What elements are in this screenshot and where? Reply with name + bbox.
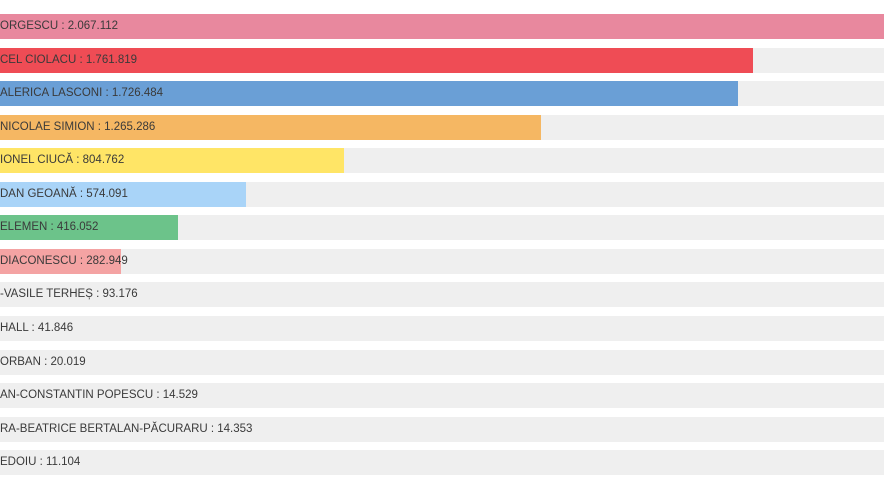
bar-track: ORBAN : 20.019 (0, 350, 884, 375)
bar (0, 215, 178, 240)
bar-label: ELEMEN : 416.052 (0, 221, 99, 233)
bar-track: DAN GEOANĂ : 574.091 (0, 182, 884, 207)
bar-track: DIACONESCU : 282.949 (0, 249, 884, 274)
bar (0, 148, 345, 173)
bar-label: ALERICA LASCONI : 1.726.484 (0, 87, 164, 99)
bar-label: IONEL CIUCĂ : 804.762 (0, 154, 125, 166)
bar-label: CEL CIOLACU : 1.761.819 (0, 54, 138, 66)
bar-track: -VASILE TERHEȘ : 93.176 (0, 282, 884, 307)
bar-label: ORBAN : 20.019 (0, 356, 86, 368)
bar (0, 115, 542, 140)
bar-track: CEL CIOLACU : 1.761.819 (0, 48, 884, 73)
bar-label: NICOLAE SIMION : 1.265.286 (0, 121, 156, 133)
bar-label: DIACONESCU : 282.949 (0, 255, 128, 267)
bar (0, 14, 884, 39)
bar-label: EDOIU : 11.104 (0, 456, 81, 468)
bar-label: HALL : 41.846 (0, 322, 74, 334)
bar-label: AN-CONSTANTIN POPESCU : 14.529 (0, 389, 198, 401)
bar (0, 249, 121, 274)
bar-track: HALL : 41.846 (0, 316, 884, 341)
bar-label: ORGESCU : 2.067.112 (0, 20, 119, 32)
bar-track: AN-CONSTANTIN POPESCU : 14.529 (0, 383, 884, 408)
bar-track: ORGESCU : 2.067.112 (0, 14, 884, 39)
bar-label: DAN GEOANĂ : 574.091 (0, 188, 128, 200)
bar (0, 182, 246, 207)
bar-track: NICOLAE SIMION : 1.265.286 (0, 115, 884, 140)
bar-track: IONEL CIUCĂ : 804.762 (0, 148, 884, 173)
bar-label: -VASILE TERHEȘ : 93.176 (0, 288, 138, 300)
bar (0, 81, 739, 106)
bar-track: RA-BEATRICE BERTALAN-PĂCURARU : 14.353 (0, 417, 884, 442)
bar (0, 48, 754, 73)
bar-track: ALERICA LASCONI : 1.726.484 (0, 81, 884, 106)
bar-label: RA-BEATRICE BERTALAN-PĂCURARU : 14.353 (0, 423, 253, 435)
bar-track: ELEMEN : 416.052 (0, 215, 884, 240)
bar-track: EDOIU : 11.104 (0, 450, 884, 475)
